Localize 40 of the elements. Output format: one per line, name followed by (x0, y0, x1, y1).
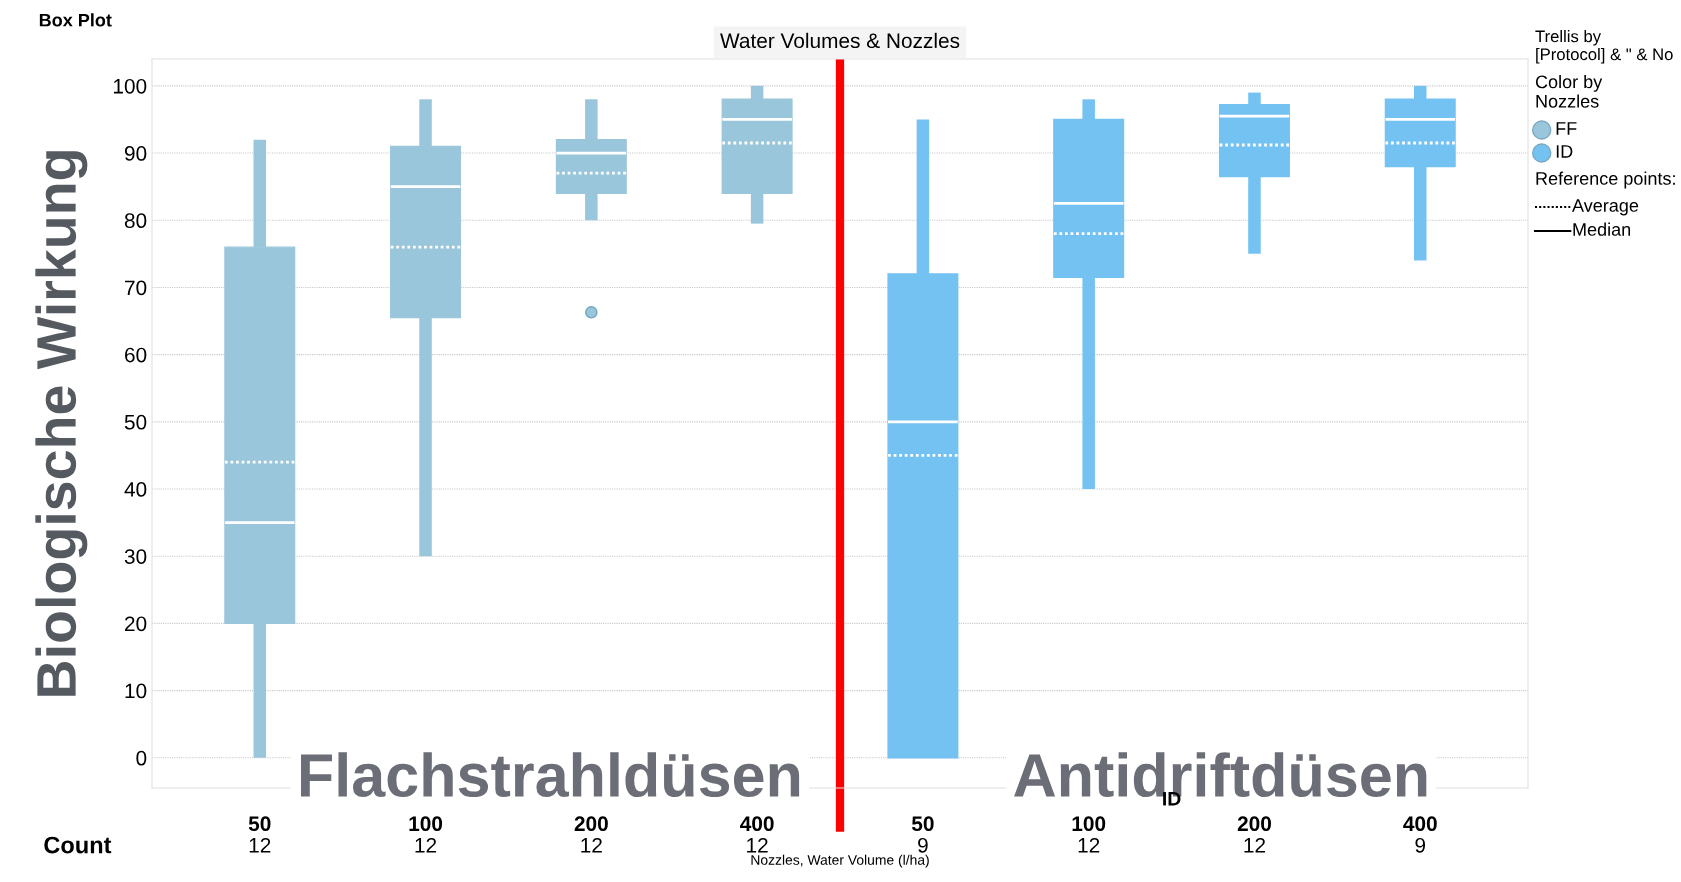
y-tick-label: 40 (124, 482, 147, 497)
annotation: Flachstrahldüsen (300, 752, 800, 798)
text: 9 (1415, 837, 1426, 853)
y-tick-label: 20 (125, 616, 147, 632)
y-tick-label: 70 (125, 280, 147, 296)
chart-subtitle: Water Volumes & Nozzles (720, 32, 960, 49)
text: 12 (1078, 837, 1100, 853)
text: Average (1572, 199, 1639, 216)
text: Trellis by [Protocol] & " & No (1535, 30, 1673, 64)
y-tick-label: 0 (136, 750, 147, 766)
y-tick-label: 50 (124, 414, 147, 430)
x-tick-label: 200 (574, 816, 608, 832)
y-axis-title: Biologische Wirkung (35, 151, 88, 696)
legend-label: ID (1556, 145, 1573, 158)
legend-title: Color by Nozzles (1535, 75, 1603, 108)
y-tick-label: 80 (124, 213, 147, 229)
text: 12 (249, 837, 271, 853)
x-tick-label: 400 (1403, 816, 1437, 832)
text: Median (1573, 222, 1631, 236)
text: Count (44, 836, 112, 854)
y-tick-label: 90 (124, 146, 147, 161)
x-tick-label: 400 (740, 816, 774, 832)
y-tick-label: 60 (125, 347, 147, 363)
chart-title: Box Plot (39, 13, 112, 27)
x-tick-label: 100 (1072, 816, 1106, 832)
y-tick-label: 30 (124, 549, 147, 564)
x-tick-label: 200 (1237, 816, 1271, 832)
text: Reference points: (1536, 171, 1675, 189)
text: 12 (1244, 837, 1265, 853)
text: 12 (415, 837, 437, 853)
x-tick-label: 50 (911, 816, 934, 832)
x-tick-label: 100 (409, 816, 443, 832)
y-tick-label: 10 (125, 683, 147, 699)
x-axis-title: Nozzles, Water Volume (l/ha) (751, 854, 929, 868)
legend-label: FF (1556, 122, 1577, 135)
text: 12 (747, 837, 768, 853)
text: 12 (581, 837, 602, 853)
y-tick-label: 100 (113, 78, 147, 94)
text: 9 (918, 837, 928, 853)
x-tick-label: 50 (248, 816, 271, 832)
